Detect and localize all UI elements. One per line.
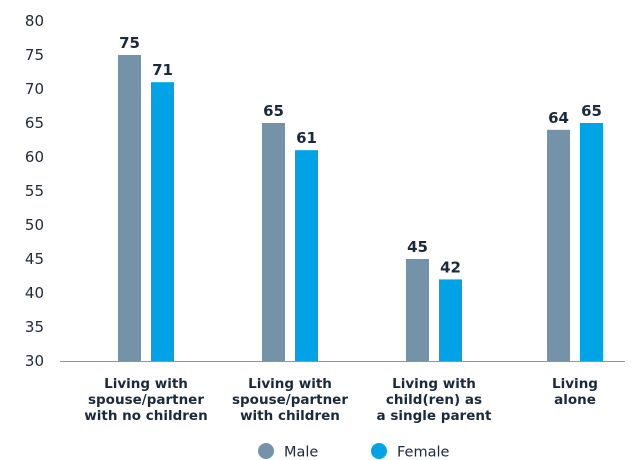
data-label: 61 — [296, 129, 317, 147]
bar-female — [580, 123, 603, 361]
data-label: 42 — [440, 258, 461, 276]
y-tick-label: 60 — [25, 148, 44, 166]
y-tick-label: 75 — [25, 46, 44, 64]
data-label: 45 — [407, 238, 428, 256]
y-tick-label: 30 — [25, 352, 44, 370]
data-label: 71 — [152, 61, 173, 79]
legend-marker-male — [258, 443, 274, 459]
category-label: Living with spouse/partner with children — [232, 376, 348, 424]
data-label: 65 — [263, 102, 284, 120]
y-tick-label: 40 — [25, 284, 44, 302]
bars — [118, 55, 603, 361]
y-tick-label: 70 — [25, 80, 44, 98]
legend: Male Female — [258, 443, 450, 460]
legend-label-male: Male — [284, 445, 318, 460]
category-labels: Living with spouse/partner with no childre… — [84, 376, 598, 424]
bar-male — [547, 129, 570, 361]
y-tick-label: 80 — [25, 12, 44, 30]
bar-female — [439, 279, 462, 361]
y-tick-label: 55 — [25, 182, 44, 200]
y-tick-label: 45 — [25, 250, 44, 268]
category-label: Living with child(ren) as a single parent — [377, 376, 492, 424]
y-tick-label: 50 — [25, 216, 44, 234]
category-label: Living with spouse/partner with no childre… — [84, 376, 207, 424]
y-axis: 30 35 40 45 50 55 60 65 70 75 80 — [25, 12, 44, 370]
data-label: 65 — [581, 102, 602, 120]
data-label: 75 — [119, 34, 140, 52]
legend-label-female: Female — [397, 445, 450, 460]
bar-male — [262, 123, 285, 361]
data-labels: 75 65 45 64 71 61 42 65 — [119, 34, 602, 276]
bar-male — [406, 259, 429, 361]
bar-female — [295, 150, 318, 361]
legend-marker-female — [371, 443, 387, 459]
data-label: 64 — [548, 109, 569, 127]
bar-male — [118, 55, 141, 361]
y-tick-label: 65 — [25, 114, 44, 132]
category-label: Living alone — [552, 376, 598, 408]
y-tick-label: 35 — [25, 318, 44, 336]
bar-female — [151, 82, 174, 361]
